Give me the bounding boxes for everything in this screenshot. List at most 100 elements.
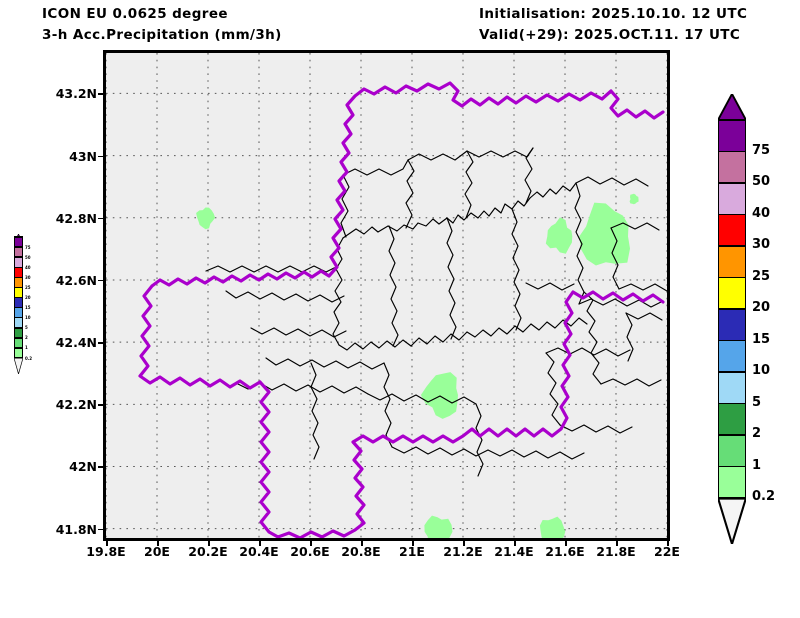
colorbar-tick-label: 5	[25, 325, 28, 331]
y-axis-tick	[98, 342, 103, 344]
colorbar-tick-label: 30	[752, 237, 771, 252]
colorbar-separator	[718, 182, 746, 184]
x-axis-tick	[106, 541, 108, 546]
colorbar-band	[718, 403, 746, 436]
x-axis-tick-label: 20.2E	[188, 544, 228, 559]
x-axis-tick-label: 19.8E	[86, 544, 126, 559]
colorbar-band	[718, 309, 746, 342]
colorbar-separator	[718, 339, 746, 342]
colorbar-band	[14, 237, 23, 248]
colorbar-separator	[14, 296, 23, 299]
initialisation-label: Initialisation: 2025.10.10. 12 UTC	[479, 6, 748, 22]
x-axis-tick	[259, 541, 261, 546]
colorbar-tick-label: 75	[25, 244, 31, 250]
colorbar-tick-label: 0.2	[752, 489, 776, 504]
colorbar-separator	[14, 246, 23, 248]
colorbar-separator	[718, 402, 746, 405]
colorbar-band	[718, 246, 746, 279]
colorbar-tick-label: 50	[752, 174, 771, 189]
colorbar-tick-label: 1	[25, 345, 28, 351]
colorbar-separator	[14, 327, 23, 329]
precipitation-cell	[545, 217, 573, 254]
x-axis-tick-label: 21.8E	[596, 544, 636, 559]
colorbar-band	[718, 183, 746, 216]
colorbar-separator	[718, 245, 746, 247]
colorbar-separator	[718, 434, 746, 436]
colorbar-tick-label: 20	[25, 295, 31, 300]
colorbar-tick-label: 30	[25, 274, 31, 280]
x-axis-tick	[157, 541, 159, 546]
colorbar-band	[14, 287, 23, 299]
colorbar-tick-label: 2	[25, 335, 28, 341]
x-axis-tick-label: 21.2E	[443, 544, 483, 559]
colorbar-above-max-arrow	[716, 91, 748, 121]
colorbar-tick-label: 20	[752, 300, 771, 315]
colorbar-band	[14, 317, 23, 329]
colorbar-below-min-arrow	[13, 357, 24, 376]
colorbar-separator	[14, 256, 23, 258]
x-axis-tick-label: 21E	[399, 544, 425, 559]
colorbar-tick-label: 25	[25, 284, 31, 290]
colorbar-band	[718, 151, 746, 184]
y-axis-tick-label: 42.2N	[55, 397, 97, 413]
y-axis-tick-label: 42.6N	[55, 272, 97, 288]
colorbar-separator	[718, 308, 746, 310]
colorbar-separator	[14, 347, 23, 349]
colorbar-band	[14, 267, 23, 278]
y-axis-tick	[98, 404, 103, 406]
colorbar-band	[14, 307, 23, 319]
colorbar-tick-label: 10	[752, 363, 771, 378]
colorbar-tick-label: 50	[25, 254, 31, 260]
colorbar-band	[14, 247, 23, 258]
precipitation-cell	[424, 515, 453, 538]
x-axis-tick-label: 22E	[654, 544, 680, 559]
valid-time-label: Valid(+29): 2025.OCT.11. 17 UTC	[479, 27, 741, 43]
x-axis-tick	[667, 541, 669, 546]
colorbar-separator	[14, 236, 23, 238]
precipitation-cell	[196, 207, 216, 230]
colorbar-below-min-arrow	[716, 496, 748, 548]
x-axis-tick-label: 20.6E	[290, 544, 330, 559]
colorbar-band	[14, 347, 23, 359]
x-axis-tick-label: 20E	[144, 544, 170, 559]
x-axis-tick-label: 21.6E	[545, 544, 585, 559]
y-axis-tick	[98, 217, 103, 220]
x-axis-tick	[463, 541, 465, 546]
y-axis-tick-label: 42.8N	[55, 210, 97, 226]
y-axis-tick	[98, 93, 103, 95]
colorbar-band	[14, 277, 23, 288]
x-axis-tick-label: 21.4E	[494, 544, 534, 559]
colorbar-band	[718, 277, 746, 310]
x-axis-tick	[208, 541, 210, 546]
y-axis-tick-label: 41.8N	[55, 521, 97, 537]
precipitation-cell	[629, 193, 639, 205]
colorbar-tick-label: 2	[752, 426, 762, 441]
y-axis-tick	[98, 155, 103, 158]
colorbar-separator	[14, 286, 23, 289]
colorbar-tick-label: 25	[752, 268, 771, 284]
map-canvas	[106, 53, 667, 538]
colorbar-band	[14, 297, 23, 309]
colorbar-band	[718, 466, 746, 499]
x-axis-tick	[565, 541, 567, 546]
colorbar-band	[14, 337, 23, 349]
colorbar-separator	[14, 276, 23, 279]
y-axis-tick	[98, 279, 103, 282]
colorbar-separator	[718, 465, 746, 468]
colorbar-separator	[718, 119, 746, 121]
x-axis-tick-label: 20.4E	[239, 544, 279, 559]
y-axis-tick-label: 43.2N	[55, 86, 97, 102]
y-axis-tick-label: 43N	[69, 148, 97, 164]
map-svg	[106, 53, 667, 538]
colorbar-band	[718, 340, 746, 373]
x-axis-tick	[616, 541, 618, 546]
precipitation-cell	[579, 202, 630, 266]
colorbar-band	[718, 214, 746, 247]
colorbar-separator	[718, 371, 746, 373]
national-border	[138, 81, 665, 538]
colorbar-band	[718, 435, 746, 468]
precipitation-field	[196, 193, 639, 538]
model-name-label: ICON EU 0.0625 degree	[42, 6, 228, 22]
colorbar-band	[718, 120, 746, 153]
colorbar-tick-label: 10	[25, 315, 31, 321]
